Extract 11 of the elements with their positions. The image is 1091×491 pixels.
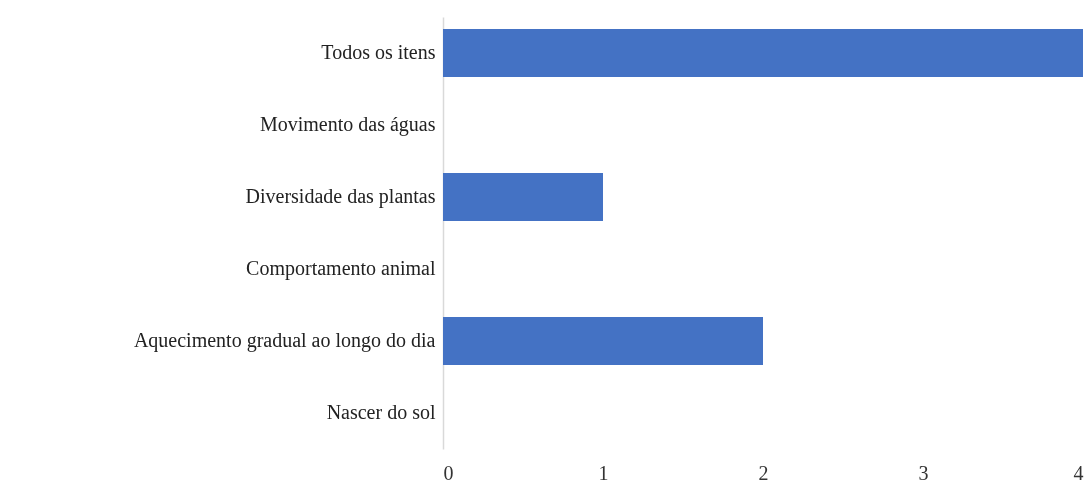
x-tick-label: 1 [598, 461, 609, 484]
y-tick-label: Aquecimento gradual ao longo do dia [133, 329, 436, 352]
x-tick-label: 3 [918, 461, 929, 484]
x-tick-label: 2 [758, 461, 769, 484]
x-tick-label: 4 [1073, 461, 1084, 484]
y-tick-label: Diversidade das plantas [245, 185, 436, 208]
y-tick-label: Comportamento animal [246, 257, 436, 280]
y-tick-label: Movimento das águas [259, 113, 436, 136]
y-tick-label: Todos os itens [321, 41, 436, 63]
y-tick-label: Nascer do sol [326, 401, 436, 423]
x-tick-label: 0 [443, 461, 454, 484]
